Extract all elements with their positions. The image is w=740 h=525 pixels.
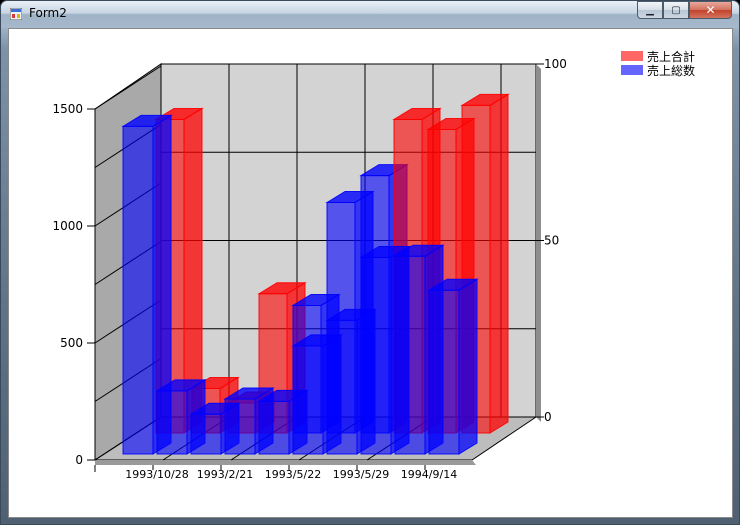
legend-swatch-blue bbox=[621, 65, 643, 75]
legend-item-sales-total: 売上合計 bbox=[621, 49, 696, 64]
bar-sales-count-face bbox=[326, 319, 358, 455]
right-axis-tick-label: 0 bbox=[544, 410, 552, 424]
x-axis-tick-label: 1993/5/22 bbox=[265, 468, 321, 481]
window-controls: ▁ ▢ ✕ bbox=[637, 1, 732, 20]
x-axis-tick-label: 1993/10/28 bbox=[125, 468, 188, 481]
minimize-button[interactable]: ▁ bbox=[637, 1, 663, 19]
bar-sales-count-face bbox=[190, 413, 222, 455]
x-axis-tick-label: 1993/5/29 bbox=[333, 468, 389, 481]
right-axis-tick-label: 100 bbox=[544, 57, 567, 71]
left-axis-tick-label: 1000 bbox=[52, 219, 83, 233]
left-axis-tick-label: 1500 bbox=[52, 102, 83, 116]
legend-swatch-red bbox=[621, 51, 643, 61]
chart-legend: 売上合計 売上総数 bbox=[621, 49, 696, 78]
side-gridline bbox=[94, 65, 162, 110]
title-bar[interactable]: Form2 ▁ ▢ ✕ bbox=[1, 1, 739, 28]
legend-label-sales-count: 売上総数 bbox=[647, 63, 696, 78]
window-title: Form2 bbox=[29, 6, 67, 20]
bar-sales-count-face bbox=[394, 255, 426, 455]
chart-area: 0 500 1000 1500 0 50 100 1993/10/28 1993/2/21 199… bbox=[8, 28, 733, 518]
minimize-icon: ▁ bbox=[646, 4, 654, 16]
bar-sales-count-face bbox=[458, 278, 478, 455]
bar-sales-count bbox=[427, 278, 479, 455]
bar-sales-count-face bbox=[428, 289, 460, 455]
x-axis-tick-label: 1993/2/21 bbox=[197, 468, 253, 481]
maximize-button[interactable]: ▢ bbox=[663, 1, 689, 19]
bar-sales-count-face bbox=[360, 256, 392, 455]
bar-sales-total-face bbox=[489, 93, 509, 434]
form-app-icon bbox=[10, 8, 22, 20]
left-axis-tick-label: 0 bbox=[75, 453, 83, 467]
bar-sales-count-face bbox=[224, 398, 256, 455]
legend-item-sales-count: 売上総数 bbox=[621, 63, 696, 78]
close-button[interactable]: ✕ bbox=[689, 1, 732, 19]
form-client-area: 0 500 1000 1500 0 50 100 1993/10/28 1993/2/21 199… bbox=[8, 28, 733, 518]
maximize-icon: ▢ bbox=[671, 4, 681, 16]
floor-edge bbox=[95, 460, 476, 465]
bar-sales-count-face bbox=[292, 345, 324, 455]
legend-label-sales-total: 売上合計 bbox=[647, 49, 696, 64]
bar-sales-count-face bbox=[258, 400, 290, 455]
back-wall-edge bbox=[536, 64, 541, 422]
left-axis-tick-label: 500 bbox=[60, 336, 83, 350]
x-axis-tick-label: 1994/9/14 bbox=[401, 468, 457, 481]
right-axis-tick-label: 50 bbox=[544, 234, 559, 248]
bar-sales-count-face bbox=[156, 390, 188, 455]
close-icon: ✕ bbox=[705, 3, 716, 17]
chart-3d-bar: 0 500 1000 1500 0 50 100 1993/10/28 1993/2/21 199… bbox=[52, 57, 567, 481]
bar-sales-count bbox=[121, 114, 173, 455]
bar-sales-count-face bbox=[122, 125, 154, 455]
